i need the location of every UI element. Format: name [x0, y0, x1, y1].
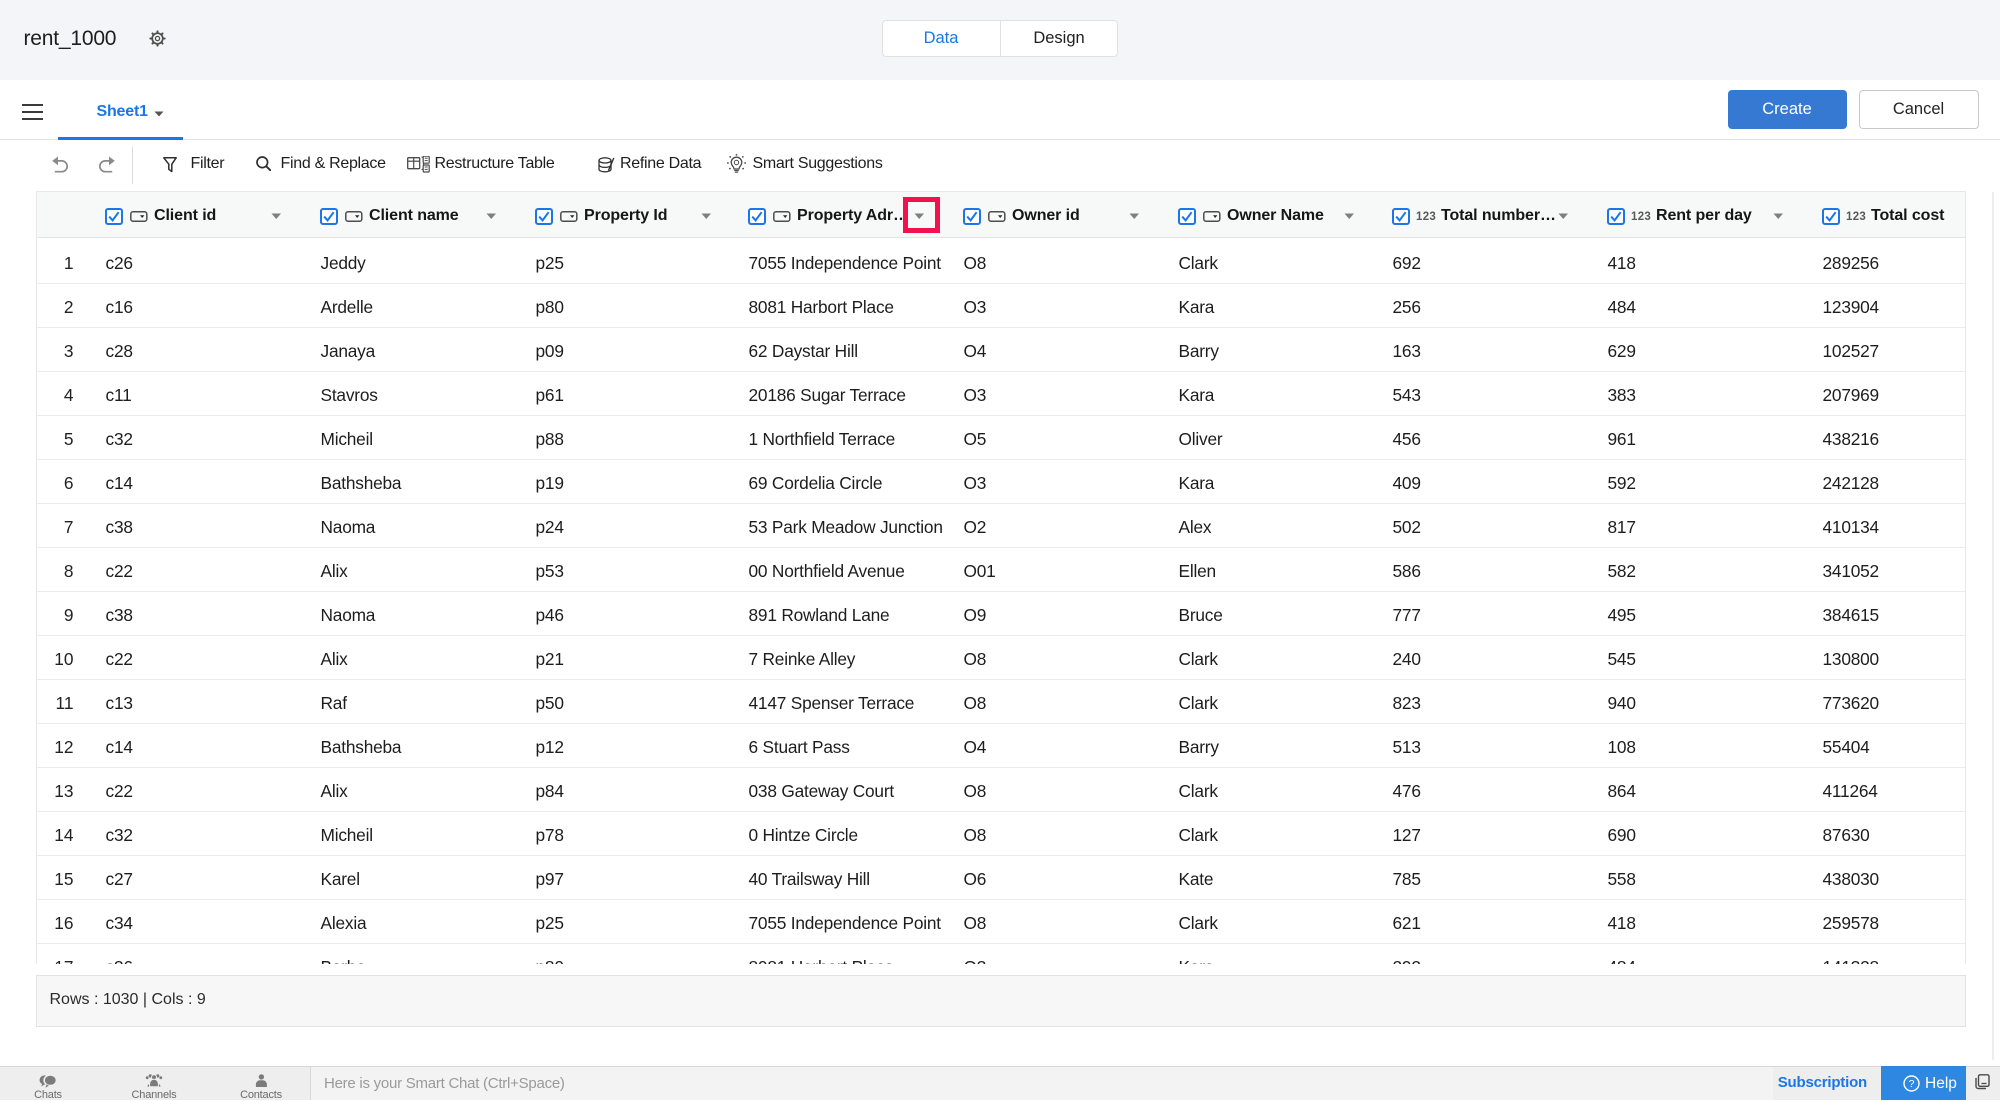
svg-text:?: ?	[1909, 1078, 1915, 1090]
